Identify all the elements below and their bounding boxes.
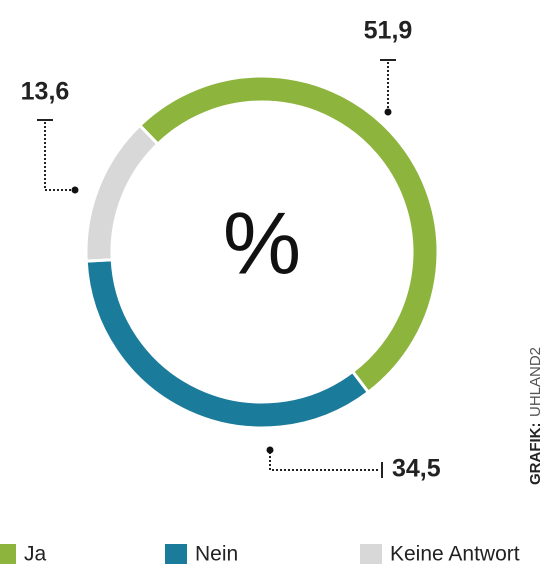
- value-label: 34,5: [392, 455, 441, 483]
- legend-swatch: [0, 544, 16, 564]
- credit: GRAFIK: UHLAND2: [527, 347, 544, 485]
- leader-dot: [71, 186, 79, 194]
- value-label: 51,9: [364, 17, 413, 45]
- legend-swatch: [360, 544, 382, 564]
- legend-label: Ja: [24, 543, 47, 566]
- credit-text: UHLAND2: [527, 347, 544, 417]
- legend-label: Keine Antwort: [390, 543, 520, 566]
- leader-dot: [266, 446, 274, 454]
- legend-label: Nein: [195, 543, 238, 566]
- legend-swatch: [165, 544, 187, 564]
- leader-line: [44, 122, 72, 191]
- center-label: %: [223, 193, 301, 292]
- credit-label: GRAFIK:: [527, 423, 544, 486]
- leader-line: [269, 452, 378, 471]
- donut-segment: [84, 123, 160, 263]
- leader-dot: [384, 108, 392, 116]
- value-label: 13,6: [21, 78, 70, 106]
